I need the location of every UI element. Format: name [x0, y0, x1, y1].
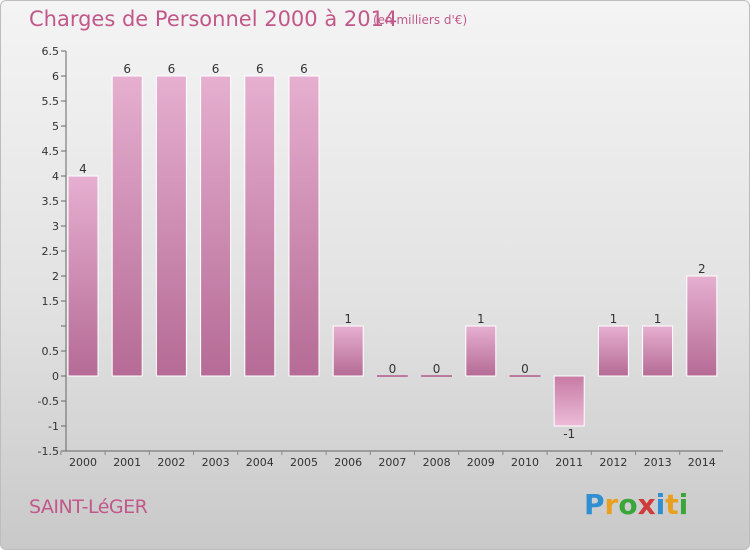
x-tick-label: 2005	[290, 456, 318, 469]
data-label: 6	[168, 62, 176, 76]
bar-2001	[111, 75, 143, 377]
y-tick-label: 0.5	[42, 345, 60, 358]
logo-letter: t	[665, 488, 679, 521]
data-label: 1	[610, 312, 618, 326]
y-tick-label: 2.5	[42, 245, 60, 258]
y-tick-label: 6.5	[42, 45, 60, 58]
x-tick-label: 2001	[113, 456, 141, 469]
x-tick-label: 2014	[688, 456, 716, 469]
x-tick-label: 2003	[202, 456, 230, 469]
data-label: 0	[389, 362, 397, 376]
bar-2009	[465, 325, 497, 377]
y-tick-label: 5.5	[42, 95, 60, 108]
data-label: 4	[79, 162, 87, 176]
data-label: 2	[698, 262, 706, 276]
x-tick-label: 2002	[157, 456, 185, 469]
bar-2012	[597, 325, 629, 377]
y-tick-label: -0.5	[38, 395, 59, 408]
bar-2007	[376, 375, 408, 377]
bar-2014	[686, 275, 718, 377]
y-tick-label: 4	[52, 170, 59, 183]
data-label: -1	[563, 427, 575, 441]
data-label: 6	[300, 62, 308, 76]
data-label: 1	[477, 312, 485, 326]
x-tick-label: 2007	[378, 456, 406, 469]
x-tick-label: 2004	[246, 456, 274, 469]
y-tick-label: 3.5	[42, 195, 60, 208]
bar-2010	[509, 375, 541, 377]
bar-2008	[421, 375, 453, 377]
bar-2013	[642, 325, 674, 377]
x-tick-label: 2012	[599, 456, 627, 469]
logo-letter: o	[618, 488, 638, 521]
proxiti-logo: Proxiti	[584, 488, 688, 521]
x-tick-label: 2009	[467, 456, 495, 469]
chart-title: Charges de Personnel 2000 à 2014	[29, 7, 398, 31]
bar-2006	[332, 325, 364, 377]
bar-2002	[155, 75, 187, 377]
x-tick-label: 2006	[334, 456, 362, 469]
bar-2005	[288, 75, 320, 377]
bar-2003	[200, 75, 232, 377]
y-tick-label: 4.5	[42, 145, 60, 158]
y-tick-label: -1.5	[38, 445, 59, 458]
y-tick-label: 0	[52, 370, 59, 383]
data-label: 0	[521, 362, 529, 376]
chart-subtitle: (en milliers d'€)	[373, 13, 468, 27]
y-tick-label: 1.5	[42, 295, 60, 308]
y-tick-label: 6	[52, 70, 59, 83]
data-label: 6	[256, 62, 264, 76]
data-label: 1	[344, 312, 352, 326]
logo-letter: i	[678, 488, 689, 521]
y-tick-label: -1	[48, 420, 59, 433]
x-tick-label: 2013	[644, 456, 672, 469]
logo-letter: r	[604, 488, 619, 521]
data-label: 6	[123, 62, 131, 76]
x-tick-label: 2011	[555, 456, 583, 469]
x-tick-label: 2000	[69, 456, 97, 469]
data-label: 6	[212, 62, 220, 76]
bar-2004	[244, 75, 276, 377]
y-tick-label: 3	[52, 220, 59, 233]
y-tick-label: 2	[52, 270, 59, 283]
logo-letter: P	[584, 488, 605, 521]
bar-2011	[553, 375, 585, 427]
logo-letter: x	[637, 488, 656, 521]
logo-letter: i	[655, 488, 666, 521]
bar-2000	[67, 175, 99, 377]
y-tick-label: 5	[52, 120, 59, 133]
x-tick-label: 2010	[511, 456, 539, 469]
data-label: 1	[654, 312, 662, 326]
data-label: 0	[433, 362, 441, 376]
x-tick-label: 2008	[423, 456, 451, 469]
commune-name: SAINT-LéGER	[29, 496, 148, 518]
